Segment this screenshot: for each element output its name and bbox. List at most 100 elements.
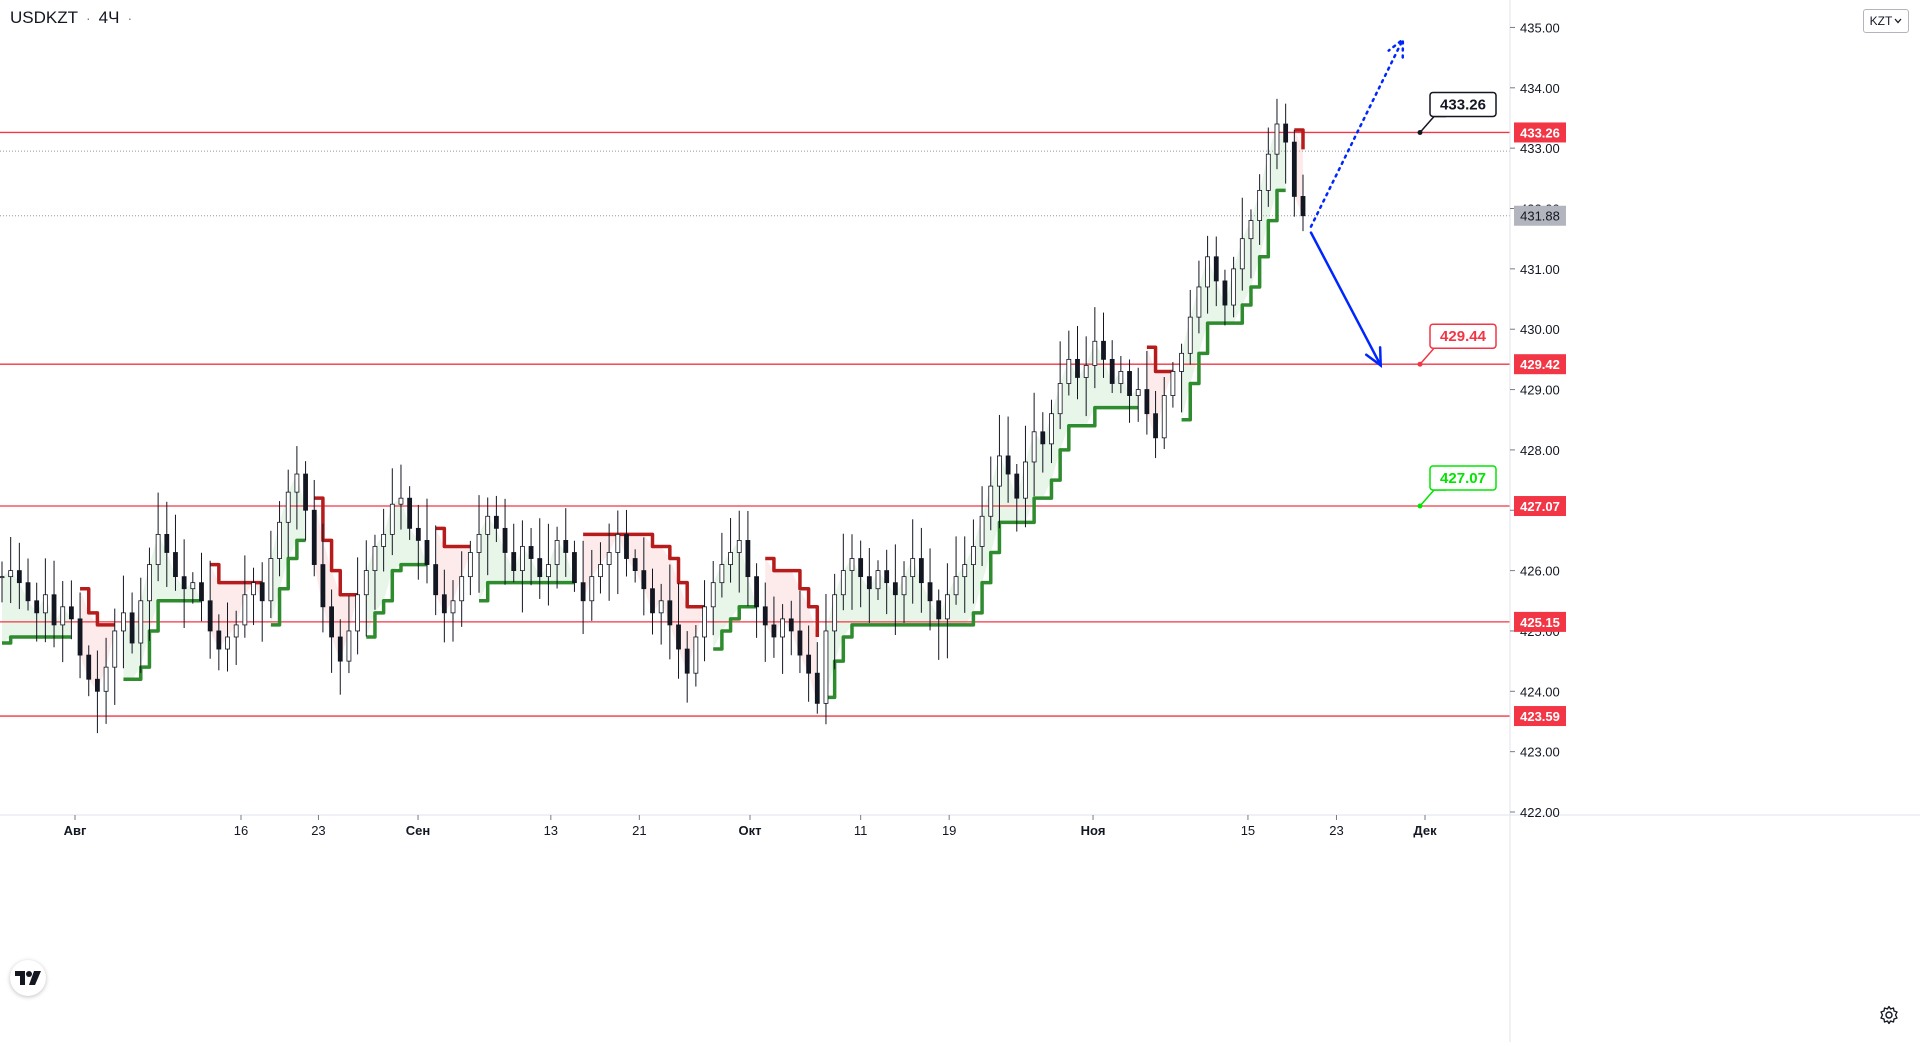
candle-body — [823, 630, 829, 704]
candle-body — [624, 533, 629, 559]
candle — [355, 557, 361, 655]
candle-body — [34, 600, 40, 614]
candle — [25, 558, 31, 611]
candle — [658, 583, 664, 645]
candle — [1005, 416, 1011, 503]
candle-body — [1127, 371, 1132, 396]
price-callout: 429.44 — [1417, 323, 1497, 367]
symbol-header[interactable]: USDKZT · 4Ч · — [10, 8, 132, 28]
callout-pointer — [1419, 347, 1446, 365]
candle — [1257, 174, 1263, 245]
callout-box — [1429, 91, 1497, 118]
candle-body — [953, 576, 959, 596]
level-badge-bg — [1514, 611, 1566, 632]
candle — [719, 532, 725, 598]
candle — [546, 523, 551, 606]
candle-body — [363, 570, 369, 596]
candles — [0, 98, 1306, 734]
candle-body — [997, 455, 1002, 487]
interval-label[interactable]: 4Ч — [98, 8, 120, 27]
candle — [173, 514, 178, 591]
candle — [537, 518, 543, 599]
candle — [1031, 392, 1037, 497]
level-badge-bg — [1514, 496, 1566, 517]
candle-body — [476, 533, 482, 553]
candle-body — [1257, 189, 1263, 221]
price-tick-label: 424.00 — [1520, 684, 1560, 699]
candle-body — [840, 570, 846, 596]
level-lines — [0, 131, 1510, 717]
candle — [68, 580, 74, 640]
candle-body — [866, 576, 872, 590]
candle-body — [1014, 473, 1020, 499]
tradingview-logo[interactable] — [10, 960, 46, 996]
candle — [1248, 209, 1254, 279]
supertrend-up-line — [479, 580, 575, 603]
candle — [650, 568, 655, 635]
candle — [589, 549, 595, 621]
callout-label: 427.07 — [1440, 470, 1486, 487]
price-tick-label: 431.00 — [1520, 262, 1560, 277]
candle — [424, 498, 430, 584]
candle-body — [294, 473, 300, 493]
level-badge-bg — [1514, 354, 1566, 375]
candle — [303, 461, 308, 541]
candle — [710, 561, 716, 636]
callout-pointer — [1419, 115, 1446, 133]
candle — [155, 492, 161, 582]
candle — [702, 580, 707, 662]
candle-body — [684, 648, 690, 674]
candle — [268, 530, 274, 619]
candle — [190, 572, 196, 604]
supertrend-up-line — [366, 562, 427, 639]
candle-body — [155, 533, 161, 565]
candle-body — [337, 636, 343, 662]
candle — [1161, 377, 1167, 450]
currency-select[interactable]: KZT — [1863, 9, 1909, 33]
candle-body — [1153, 413, 1158, 439]
supertrend-down-line — [1146, 345, 1173, 374]
chart-settings-button[interactable] — [1876, 1002, 1902, 1028]
candle — [1205, 235, 1210, 314]
candle-body — [1161, 395, 1167, 439]
candle-body — [1040, 431, 1046, 445]
candle — [918, 527, 924, 613]
supertrend-up-fill — [123, 534, 202, 680]
candle-body — [806, 654, 812, 674]
time-tick-label: 15 — [1241, 823, 1255, 838]
candle — [806, 625, 812, 702]
candle — [233, 610, 239, 665]
candle-body — [86, 654, 92, 680]
candle — [866, 548, 872, 623]
candle — [936, 589, 942, 660]
time-tick-label: 19 — [942, 823, 956, 838]
candle-body — [658, 600, 664, 614]
candle — [1300, 174, 1306, 232]
candle-body — [199, 582, 204, 602]
arrow-shaft — [1309, 231, 1382, 367]
supertrend-down-line — [314, 496, 358, 597]
candle — [1179, 343, 1184, 413]
price-tick-label: 423.00 — [1520, 745, 1560, 760]
candle — [502, 498, 508, 585]
supertrend-down-line — [435, 526, 471, 549]
candle — [372, 534, 378, 610]
candle-body — [632, 558, 638, 572]
candle — [892, 544, 898, 635]
candle — [251, 567, 256, 626]
candle-body — [693, 636, 699, 674]
supertrend-down-fill — [210, 564, 263, 650]
candle-body — [129, 612, 135, 644]
candle — [953, 536, 959, 605]
candle-body — [1239, 238, 1245, 270]
candle — [736, 510, 742, 593]
chevron-down-icon — [1894, 18, 1902, 24]
candle — [944, 563, 950, 659]
candle-body — [962, 564, 968, 578]
candle-body — [173, 552, 178, 578]
symbol-name[interactable]: USDKZT — [10, 8, 78, 27]
price-callout: 427.07 — [1417, 465, 1497, 509]
candle — [1040, 412, 1046, 473]
